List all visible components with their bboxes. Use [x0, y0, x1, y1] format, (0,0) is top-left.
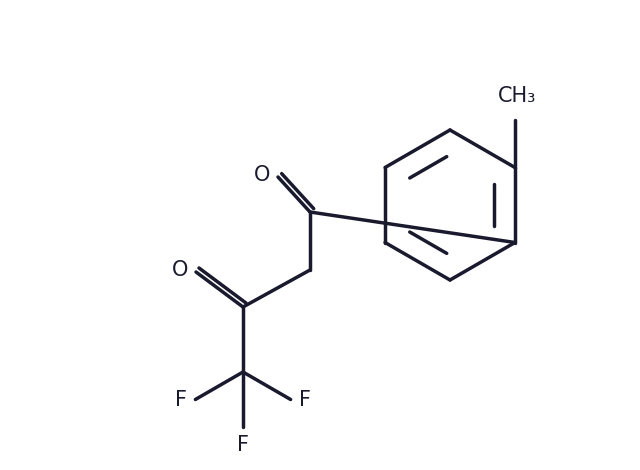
Text: F: F	[299, 390, 310, 409]
Text: O: O	[172, 260, 188, 280]
Text: CH₃: CH₃	[498, 86, 536, 105]
Text: F: F	[237, 435, 249, 455]
Text: O: O	[253, 165, 270, 185]
Text: F: F	[175, 390, 188, 409]
